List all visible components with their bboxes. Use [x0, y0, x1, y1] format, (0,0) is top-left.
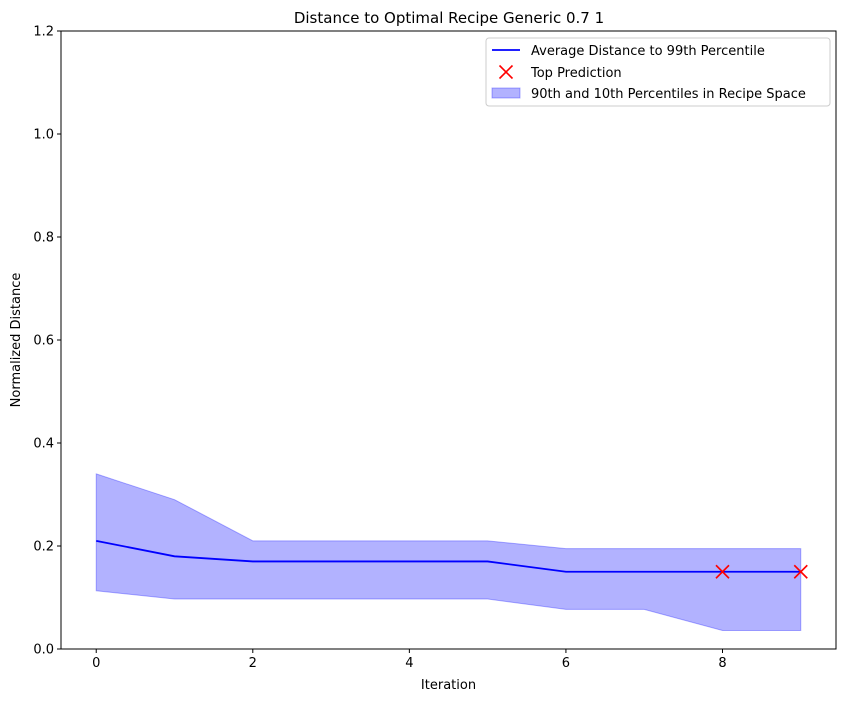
x-tick-label: 4 — [405, 656, 413, 671]
y-tick-label: 0.8 — [33, 231, 54, 246]
x-axis-label: Iteration — [421, 678, 476, 693]
plot-area — [95, 473, 808, 631]
y-axis-label: Normalized Distance — [9, 273, 24, 408]
legend-label-top-prediction: Top Prediction — [530, 66, 622, 81]
legend: Average Distance to 99th Percentile Top … — [485, 37, 831, 107]
y-tick-label: 1.2 — [33, 25, 54, 40]
y-tick-label: 0.4 — [33, 437, 54, 452]
legend-band-swatch — [491, 87, 521, 99]
legend-box — [485, 37, 831, 107]
x-tick-label: 0 — [92, 656, 100, 671]
x-tick-label: 8 — [718, 656, 726, 671]
chart-title: Distance to Optimal Recipe Generic 0.7 1 — [294, 9, 604, 27]
y-tick-label: 0.2 — [33, 540, 54, 555]
x-axis: 0 2 4 6 8 — [92, 649, 727, 671]
legend-x-marker — [498, 64, 514, 80]
legend-label-percentiles: 90th and 10th Percentiles in Recipe Spac… — [531, 87, 806, 102]
x-tick-label: 2 — [249, 656, 257, 671]
top-prediction-marker — [715, 564, 730, 579]
y-tick-label: 1.0 — [33, 128, 54, 143]
x-tick-label: 6 — [562, 656, 570, 671]
y-axis: 0.0 0.2 0.4 0.6 0.8 1.0 1.2 — [33, 25, 61, 658]
y-tick-label: 0.0 — [33, 643, 54, 658]
percentile-band — [95, 473, 802, 631]
legend-marker-x — [498, 64, 514, 80]
average-distance-line — [96, 539, 801, 573]
legend-label-average: Average Distance to 99th Percentile — [531, 44, 765, 59]
top-prediction-marker — [793, 564, 808, 579]
y-tick-label: 0.6 — [33, 334, 54, 349]
